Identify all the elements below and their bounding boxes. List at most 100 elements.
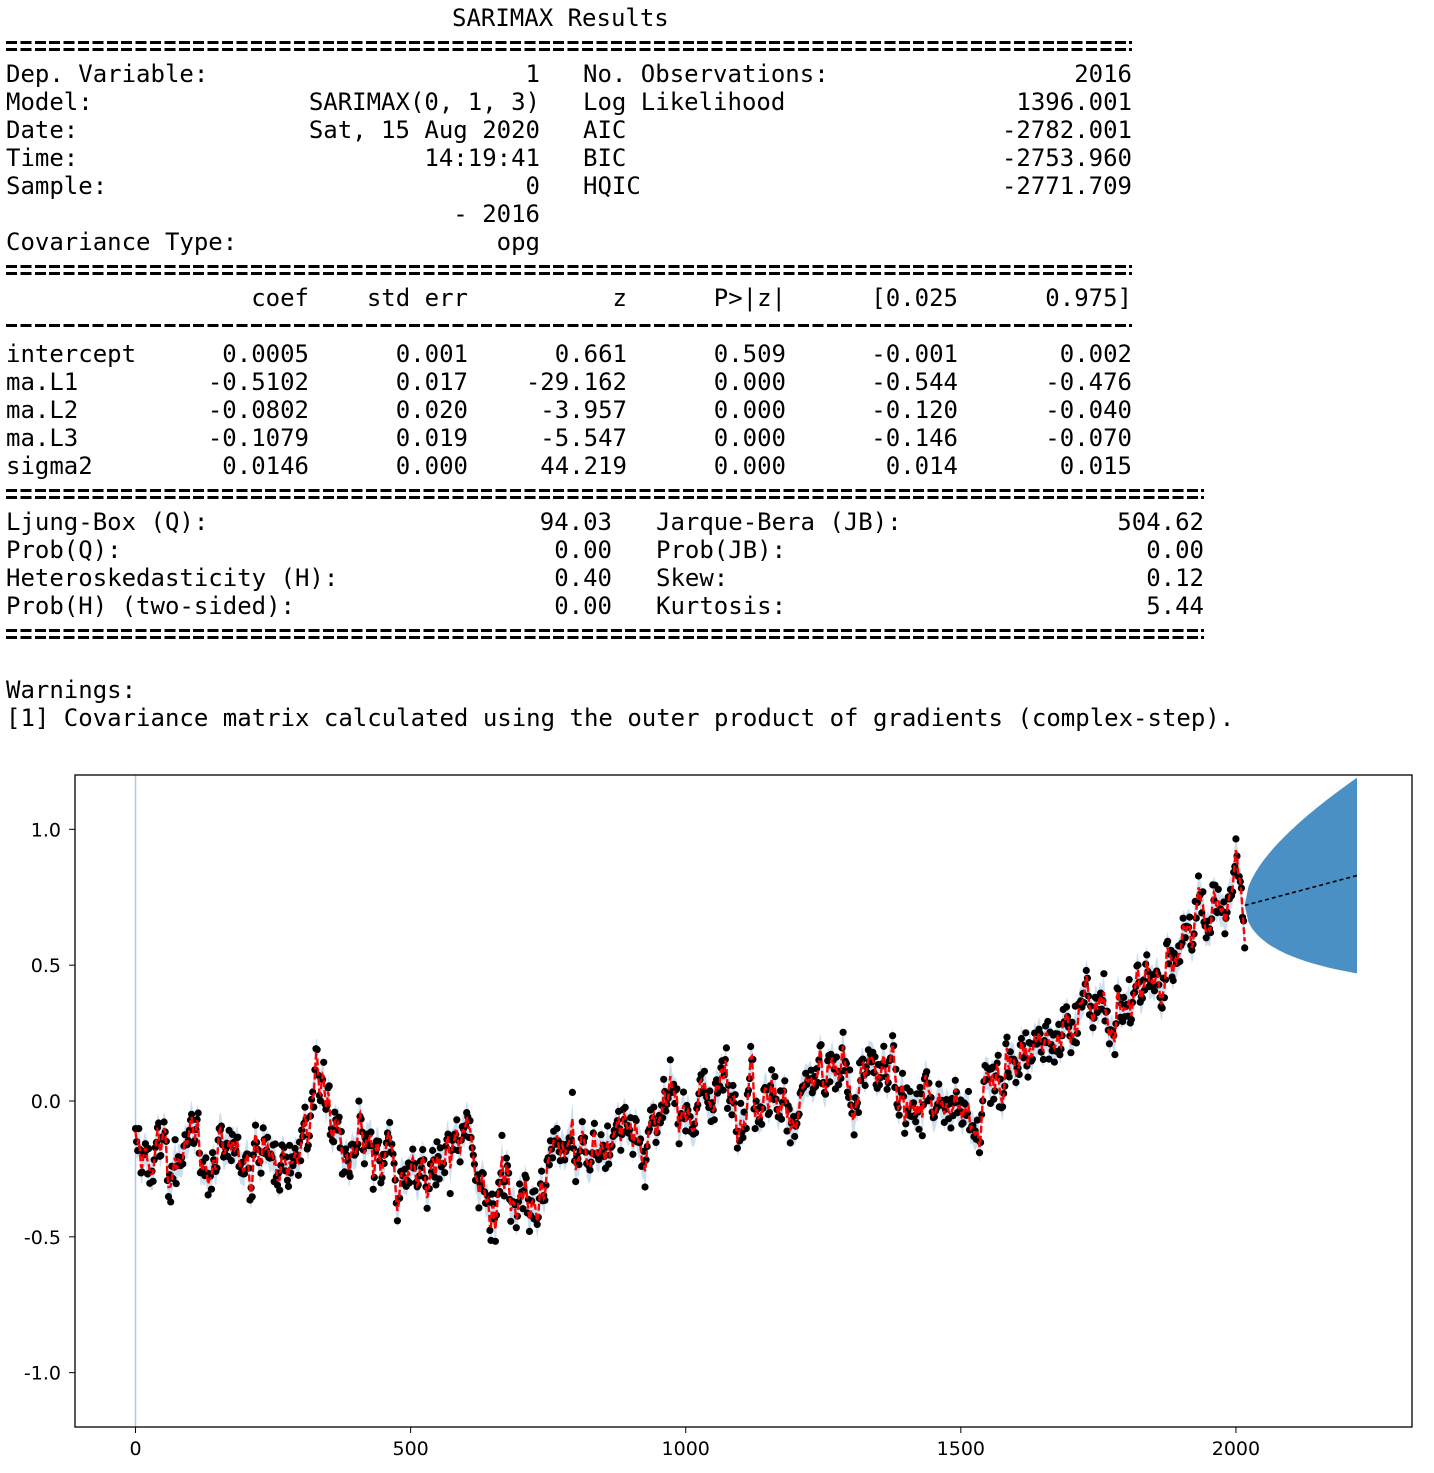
observed-point	[918, 1132, 926, 1140]
observed-point	[912, 1118, 920, 1126]
observed-point	[906, 1087, 914, 1096]
observed-point	[498, 1131, 506, 1139]
model-info-block: Dep. Variable: 1 No. Observations: 2016 Mode…	[6, 60, 1426, 256]
observed-point	[489, 1200, 497, 1208]
observed-point	[280, 1144, 288, 1152]
coef-cell: 0.000	[713, 452, 786, 480]
chart-svg: 0 500 1000 1500 2000 1.0 0.5 0.0 -0.5 -1.0	[24, 774, 1413, 1460]
model-info-row: Model: SARIMAX(0, 1, 3) Log Likelihood 1396…	[6, 88, 1426, 116]
x-tick-label: 0	[129, 1438, 141, 1460]
observed-point	[1072, 1039, 1080, 1047]
observed-point	[1114, 985, 1122, 994]
observed-point	[821, 1090, 830, 1098]
observed-point	[621, 1103, 629, 1111]
observed-point	[1188, 946, 1196, 954]
observed-point	[1125, 976, 1133, 984]
observed-point	[500, 1192, 508, 1200]
observed-point	[1186, 913, 1194, 921]
diag-value: 504.62	[1117, 508, 1204, 536]
plot-area	[131, 775, 1358, 1427]
observed-point	[1003, 1033, 1011, 1041]
observed-point	[682, 1127, 690, 1135]
observed-point	[549, 1154, 557, 1162]
observed-point	[531, 1187, 539, 1195]
observed-point	[710, 1116, 718, 1124]
observed-point	[436, 1144, 444, 1152]
observed-point	[160, 1118, 168, 1126]
observed-point	[1170, 949, 1178, 957]
observed-point	[729, 1081, 737, 1090]
field-label: Log Likelihood	[583, 88, 786, 116]
observed-point	[578, 1118, 586, 1126]
field-label: Date:	[6, 116, 79, 144]
field-label: Covariance Type:	[6, 228, 238, 256]
observed-point	[276, 1186, 284, 1194]
observed-point	[1158, 1004, 1166, 1012]
observed-point	[975, 1149, 984, 1157]
summary-title: SARIMAX Results	[452, 4, 669, 32]
observed-point	[1176, 957, 1184, 966]
observed-point	[1039, 1055, 1047, 1063]
observed-point	[961, 1100, 969, 1108]
model-info-row: Covariance Type: opg	[6, 228, 1426, 256]
observed-point	[1214, 885, 1222, 893]
param-name: ma.L2	[6, 396, 79, 424]
observed-point	[470, 1160, 478, 1168]
observed-point	[149, 1177, 157, 1185]
observed-point	[441, 1169, 449, 1177]
observed-point	[1045, 1055, 1053, 1063]
observed-point	[491, 1237, 499, 1245]
observed-point	[916, 1083, 924, 1091]
field-label: Time:	[6, 144, 79, 172]
coef-cell: 44.219	[540, 452, 627, 480]
observed-point	[802, 1069, 810, 1077]
model-info-row: Date: Sat, 15 Aug 2020 AIC -2782.001	[6, 116, 1426, 144]
observed-point	[568, 1088, 577, 1096]
observed-point	[1199, 888, 1207, 896]
observed-point	[291, 1144, 299, 1153]
coef-cell: 0.000	[395, 452, 468, 480]
diagnostics-row: Prob(H) (two-sided): 0.00 Kurtosis: 5.44	[6, 592, 1426, 620]
field-value: -2771.709	[1001, 172, 1132, 200]
diag-value: 0.40	[554, 564, 612, 592]
observed-point	[629, 1150, 637, 1158]
model-info-row: - 2016	[6, 200, 1426, 228]
observed-point	[807, 1066, 815, 1074]
observed-point	[286, 1141, 294, 1149]
observed-point	[721, 1056, 729, 1064]
field-label: No. Observations:	[583, 60, 829, 88]
observed-point	[768, 1066, 776, 1074]
double-separator	[6, 480, 1426, 508]
observed-point	[342, 1145, 350, 1153]
observed-point	[586, 1166, 594, 1174]
coef-column-header: [0.025	[871, 284, 958, 312]
observed-point	[538, 1167, 546, 1175]
model-info-row: Sample: 0 HQIC -2771.709	[6, 172, 1426, 200]
coef-cell: -0.120	[871, 396, 958, 424]
observed-point	[781, 1077, 789, 1085]
coef-cell: -0.476	[1045, 368, 1132, 396]
coef-row: ma.L1 -0.5102 0.017 -29.162 0.000 -0.544 -0.47…	[6, 368, 1426, 396]
observed-point	[859, 1055, 867, 1063]
coef-cell: 0.017	[395, 368, 468, 396]
y-tick-label: -0.5	[24, 1227, 61, 1249]
observed-point	[259, 1124, 267, 1132]
observed-point	[1002, 1040, 1010, 1048]
observed-point	[901, 1129, 909, 1137]
observed-point	[367, 1128, 375, 1136]
observed-point	[923, 1068, 931, 1076]
observed-point	[1006, 1048, 1014, 1056]
observed-point	[783, 1127, 791, 1135]
observed-point	[401, 1165, 409, 1173]
observed-point	[652, 1138, 660, 1146]
model-summary-output: SARIMAX Results Dep. Variable: 1 No. Obser…	[6, 4, 1426, 732]
diag-label: Kurtosis:	[656, 592, 787, 620]
observed-point	[1100, 970, 1108, 978]
coef-cell: 0.0146	[222, 452, 309, 480]
observed-point	[167, 1198, 175, 1206]
field-value: Sat, 15 Aug 2020	[308, 116, 540, 144]
observed-point	[355, 1097, 363, 1105]
observed-point	[817, 1041, 825, 1049]
coef-column-header: z	[612, 284, 627, 312]
summary-title-row: SARIMAX Results	[6, 4, 1426, 32]
